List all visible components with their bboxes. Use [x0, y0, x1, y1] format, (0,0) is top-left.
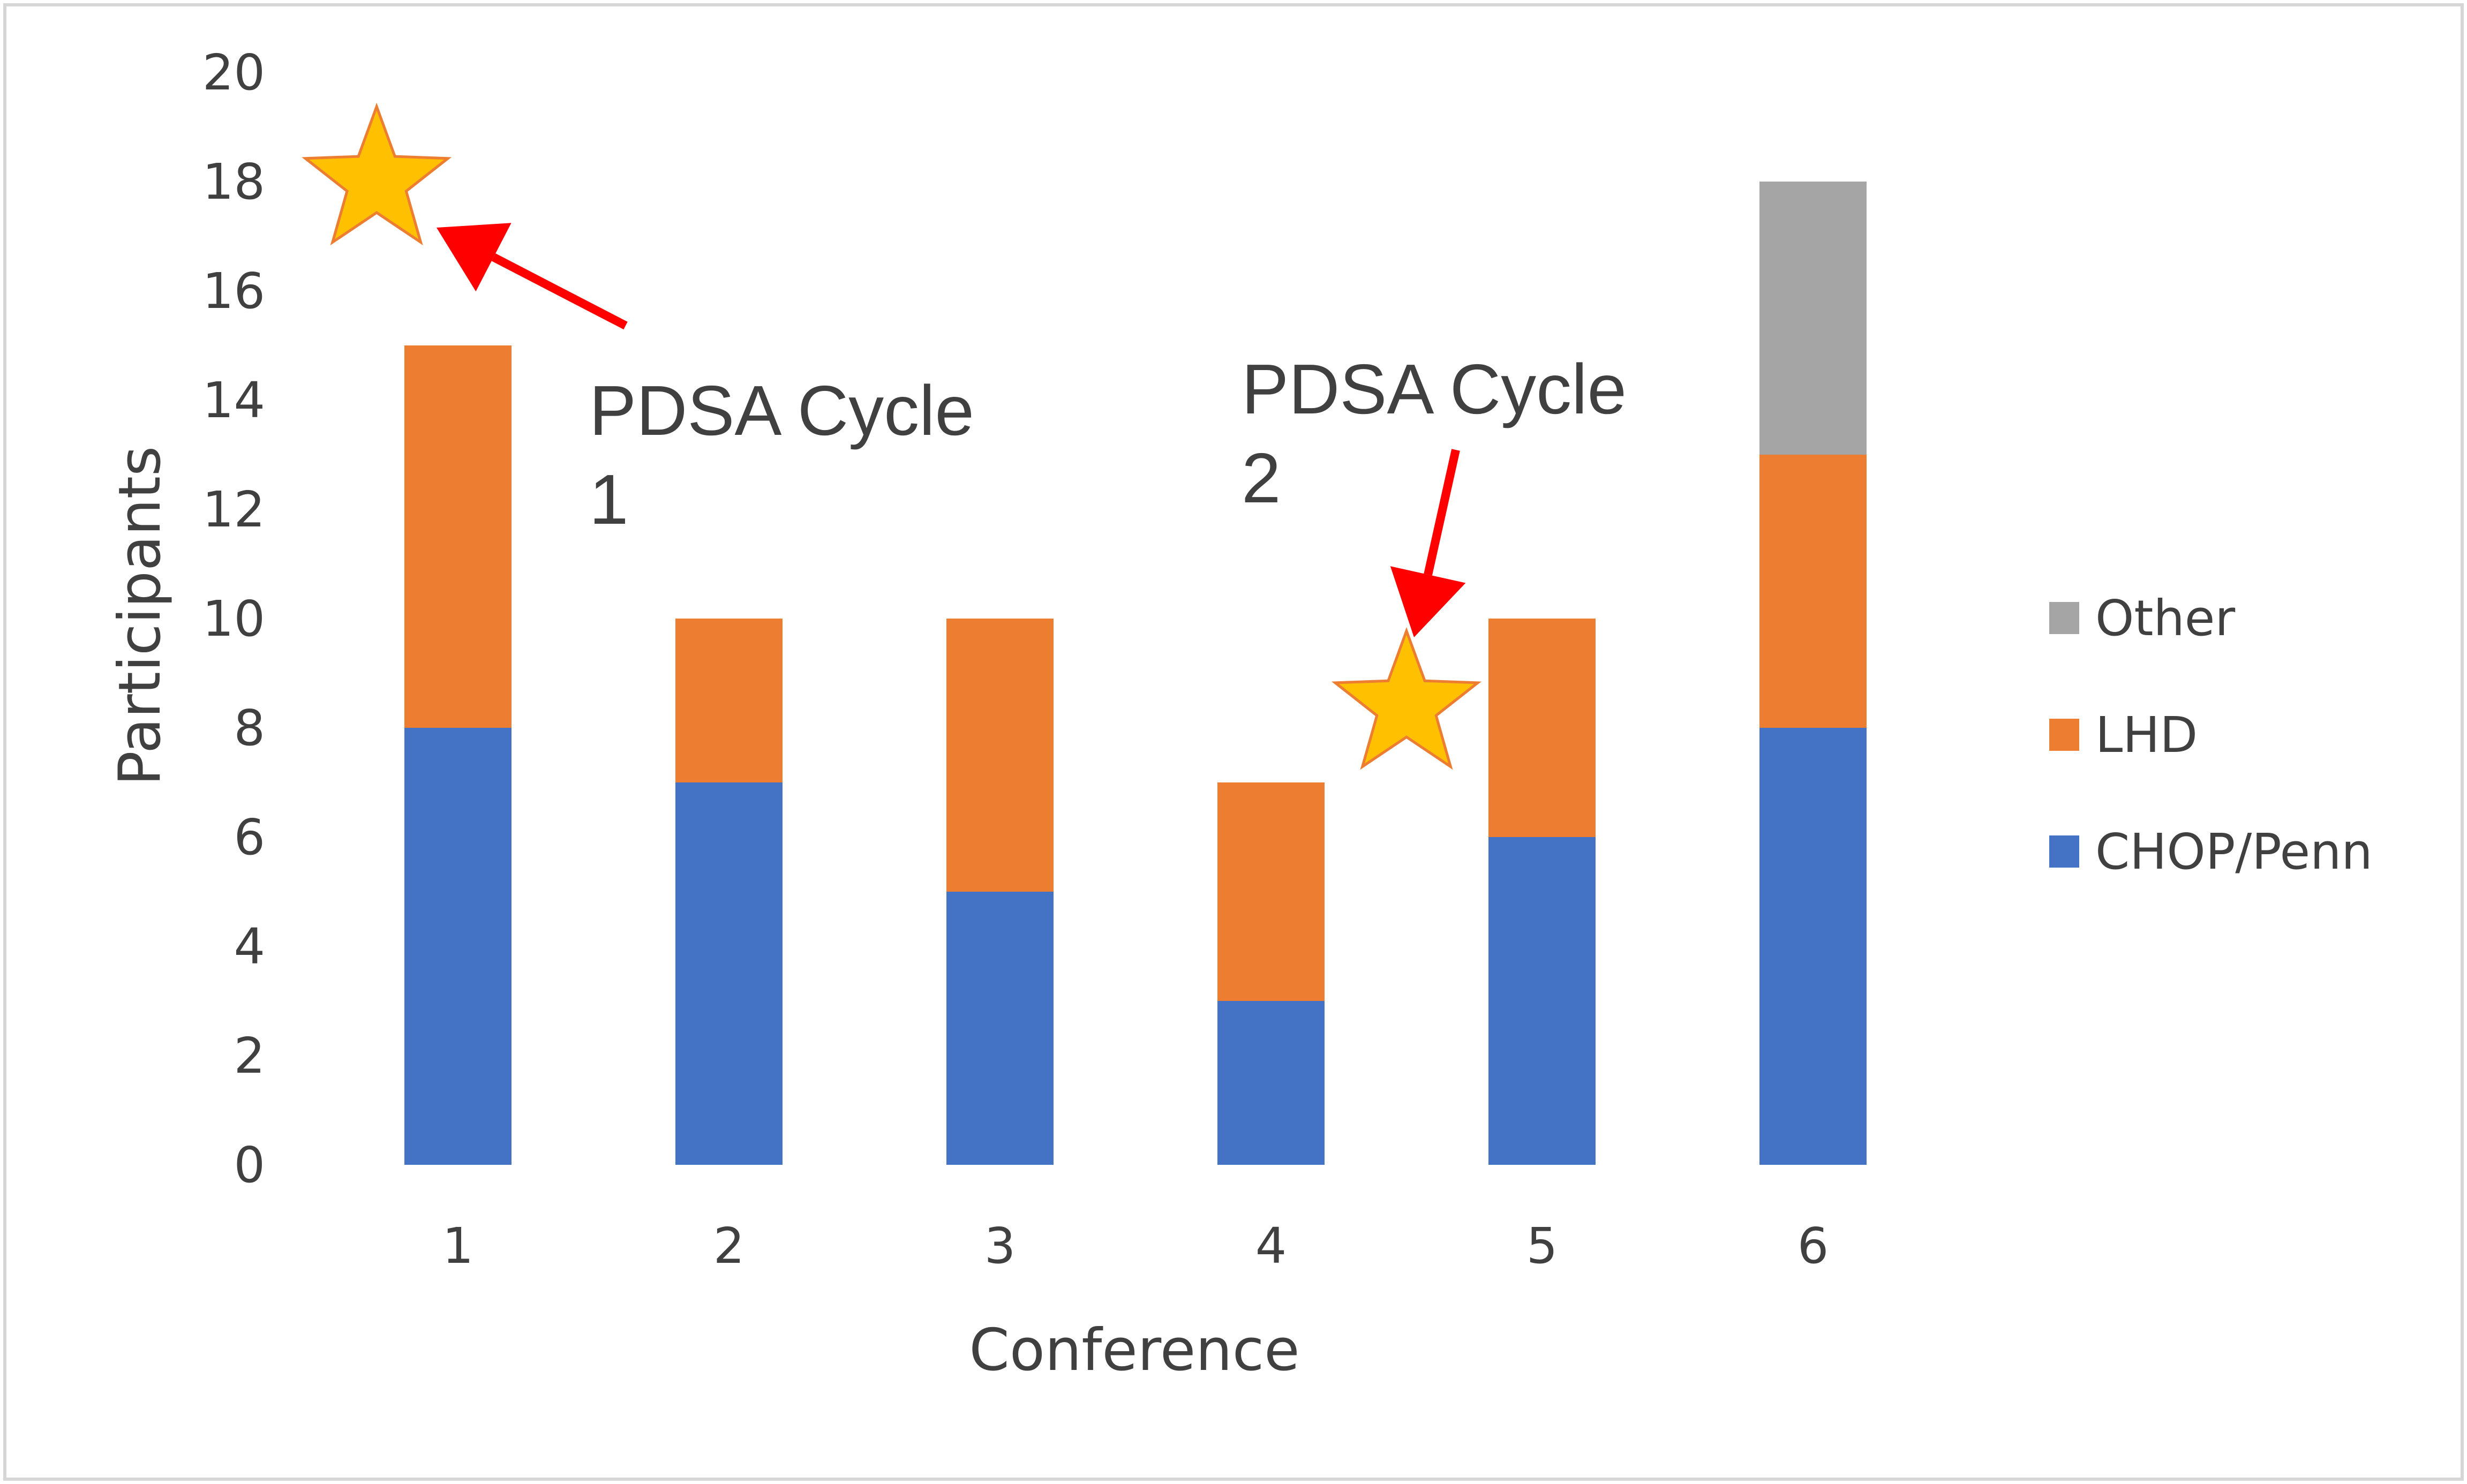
- x-tick-label: 2: [713, 1217, 745, 1275]
- legend: Other LHD CHOP/Penn: [2049, 590, 2373, 880]
- y-tick-label: 0: [234, 1136, 265, 1194]
- bars-layer: [404, 182, 1867, 1165]
- y-tick-label: 12: [202, 481, 265, 538]
- y-tick-label: 18: [202, 153, 265, 210]
- annotation-2-line1: PDSA Cycle: [1242, 350, 1627, 428]
- annotation-1-line2: 1: [589, 460, 628, 539]
- star-icon: [302, 102, 452, 246]
- bar-lhd-conference-6: [1759, 455, 1867, 728]
- bar-chop-penn-conference-1: [404, 728, 512, 1165]
- y-tick-label: 8: [234, 699, 265, 757]
- y-tick-label: 2: [234, 1027, 265, 1084]
- annotation-2-line2: 2: [1242, 439, 1281, 517]
- y-axis-ticks: 0 2 4 6 8 10 12 14 16 18 20: [202, 44, 265, 1194]
- legend-swatch-lhd: [2049, 719, 2079, 751]
- y-tick-label: 14: [202, 372, 265, 429]
- bar-chop-penn-conference-3: [946, 892, 1054, 1165]
- x-tick-label: 4: [1255, 1217, 1287, 1275]
- y-tick-label: 4: [234, 918, 265, 975]
- legend-swatch-other: [2049, 602, 2079, 634]
- arrow-icon: [437, 223, 628, 330]
- x-tick-label: 3: [984, 1217, 1016, 1275]
- x-tick-label: 6: [1797, 1217, 1829, 1275]
- annotation-1-line1: PDSA Cycle: [589, 371, 974, 450]
- bar-chop-penn-conference-5: [1488, 837, 1596, 1165]
- bar-chop-penn-conference-6: [1759, 728, 1867, 1165]
- legend-swatch-chop-penn: [2049, 835, 2079, 868]
- x-tick-label: 5: [1526, 1217, 1558, 1275]
- y-tick-label: 20: [202, 44, 265, 101]
- bar-lhd-conference-3: [946, 619, 1054, 892]
- y-tick-label: 6: [234, 809, 265, 866]
- arrow-icon: [1390, 449, 1466, 637]
- bar-chop-penn-conference-4: [1217, 1001, 1325, 1165]
- annotations: PDSA Cycle 1 PDSA Cycle 2: [302, 102, 1627, 770]
- legend-label: Other: [2095, 590, 2235, 647]
- y-axis-title: Participants: [107, 446, 174, 786]
- legend-label: LHD: [2095, 706, 2198, 764]
- bar-lhd-conference-1: [404, 345, 512, 728]
- star-icon: [1331, 627, 1482, 770]
- bar-other-conference-6: [1759, 182, 1867, 455]
- x-tick-label: 1: [442, 1217, 474, 1275]
- x-axis-title: Conference: [969, 1317, 1299, 1384]
- bar-lhd-conference-4: [1217, 782, 1325, 1001]
- bar-chop-penn-conference-2: [675, 782, 783, 1165]
- legend-label: CHOP/Penn: [2095, 823, 2373, 880]
- y-tick-label: 16: [202, 262, 265, 320]
- bar-lhd-conference-2: [675, 619, 783, 782]
- x-axis-ticks: 1 2 3 4 5 6: [442, 1217, 1829, 1275]
- y-tick-label: 10: [202, 590, 265, 647]
- bar-lhd-conference-5: [1488, 619, 1596, 837]
